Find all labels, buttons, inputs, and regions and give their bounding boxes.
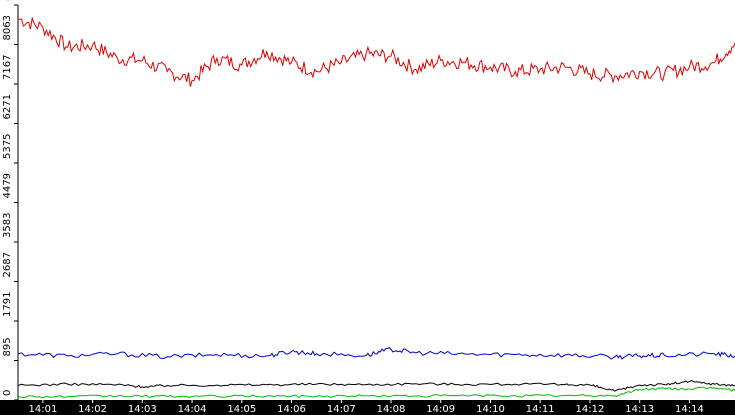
series-line-2: [17, 346, 735, 360]
x-tick-label: 14:13: [625, 404, 654, 415]
x-tick-label: 14:05: [227, 404, 256, 415]
x-tick-label: 14:08: [377, 404, 406, 415]
x-tick-label: 14:10: [476, 404, 505, 415]
x-tick-label: 14:11: [526, 404, 555, 415]
series-line-4: [17, 386, 735, 399]
x-tick-label: 14:01: [28, 404, 57, 415]
series-line-1: [17, 16, 735, 87]
y-tick-label: 5375: [2, 134, 13, 159]
series-line-3: [17, 380, 735, 392]
y-tick-label: 7167: [2, 55, 13, 80]
y-tick-label: 8959: [2, 0, 13, 1]
x-tick-label: 14:03: [128, 404, 157, 415]
series-layer: [17, 16, 735, 399]
y-axis-ticks: 0 895 1791 2687 3583 4479 5375 6271 7167 8063 8959: [2, 0, 18, 401]
y-tick-label: 2687: [2, 252, 13, 277]
y-tick-label: 895: [2, 337, 13, 356]
y-tick-label: 4479: [2, 173, 13, 198]
x-tick-label: 14:06: [277, 404, 306, 415]
x-tick-label: 14:02: [78, 404, 107, 415]
x-tick-label: 14:07: [327, 404, 356, 415]
y-tick-label: 0: [2, 390, 13, 396]
x-axis-band: [0, 400, 735, 415]
x-axis-ticks: 14:01 14:02 14:03 14:04 14:05 14:06 14:07 14:08…: [28, 400, 704, 415]
x-tick-label: 14:09: [426, 404, 455, 415]
x-tick-label: 14:04: [178, 404, 207, 415]
x-tick-label: 14:14: [675, 404, 704, 415]
y-tick-label: 3583: [2, 213, 13, 238]
x-tick-label: 14:12: [575, 404, 604, 415]
y-tick-label: 8063: [2, 15, 13, 40]
y-tick-label: 1791: [2, 292, 13, 317]
y-tick-label: 6271: [2, 94, 13, 119]
